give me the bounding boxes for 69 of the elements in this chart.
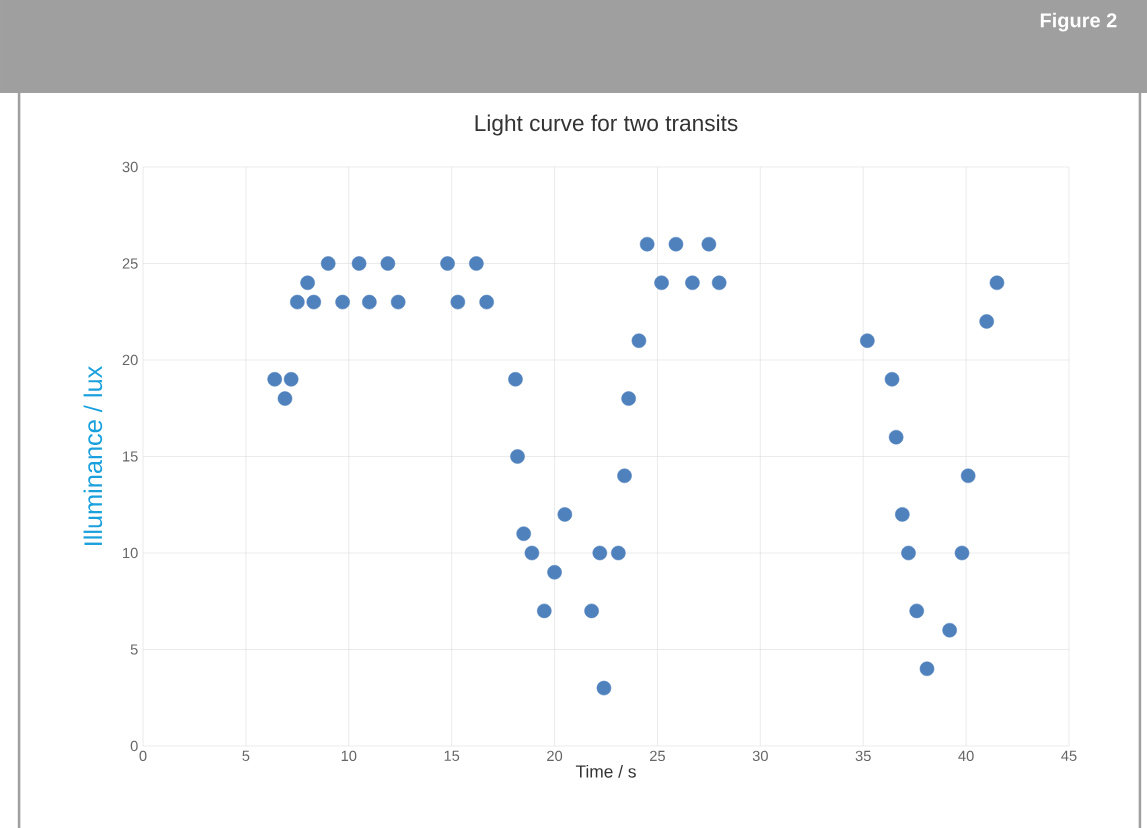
point xyxy=(711,275,727,291)
caption: Figure 2 xyxy=(1040,12,1117,32)
point xyxy=(510,449,525,464)
point xyxy=(479,294,494,310)
x-tick-label: 0 xyxy=(139,750,147,762)
point xyxy=(701,236,717,252)
y-tick-label: 15 xyxy=(123,451,138,462)
point xyxy=(283,372,299,387)
point xyxy=(592,545,608,561)
point xyxy=(639,236,655,252)
point xyxy=(960,468,976,484)
x-tick-label: 40 xyxy=(958,750,974,762)
x-tick-label: 45 xyxy=(1061,750,1077,761)
point xyxy=(954,545,970,561)
point xyxy=(335,294,350,310)
point xyxy=(888,429,904,445)
point xyxy=(685,275,700,291)
point xyxy=(584,603,599,619)
point xyxy=(979,314,994,329)
point xyxy=(390,294,406,310)
point xyxy=(300,275,315,291)
x-tick-label: 35 xyxy=(855,750,871,762)
point xyxy=(631,333,647,348)
y-axis-title: Illuminance / lux xyxy=(83,366,103,545)
x-tick-label: 5 xyxy=(242,750,250,761)
chart-title: Light curve for two transits xyxy=(475,114,738,136)
x-tick-label: 25 xyxy=(650,750,665,762)
point xyxy=(884,372,900,387)
point xyxy=(596,680,612,696)
point xyxy=(306,294,322,310)
point xyxy=(267,372,282,387)
y-tick-label: 5 xyxy=(130,644,138,655)
y-tick-label: 20 xyxy=(122,354,138,366)
point xyxy=(654,275,669,291)
x-tick-label: 30 xyxy=(752,750,768,762)
point xyxy=(450,294,466,310)
point xyxy=(547,565,562,580)
point xyxy=(351,256,367,271)
point xyxy=(557,507,573,522)
point xyxy=(516,526,531,541)
point xyxy=(611,545,626,561)
x-axis-title: Time / s xyxy=(575,764,636,778)
point xyxy=(860,333,875,348)
x-tick-label: 15 xyxy=(444,750,460,761)
point xyxy=(290,294,305,310)
point xyxy=(537,603,552,619)
x-tick-label: 20 xyxy=(547,750,563,762)
point xyxy=(362,294,377,310)
point xyxy=(440,256,455,271)
point xyxy=(380,256,396,271)
point xyxy=(617,468,632,484)
point xyxy=(901,545,916,561)
point xyxy=(919,661,935,677)
x-tick-label: 10 xyxy=(341,750,357,762)
y-tick-label: 0 xyxy=(130,740,138,752)
point xyxy=(942,622,957,638)
y-tick-label: 25 xyxy=(122,258,138,269)
point xyxy=(989,275,1005,291)
point xyxy=(668,236,684,252)
y-tick-label: 30 xyxy=(122,161,138,173)
y-tick-label: 10 xyxy=(123,547,138,559)
point xyxy=(469,256,484,271)
point xyxy=(320,256,336,271)
point xyxy=(895,507,910,522)
point xyxy=(524,545,540,561)
point xyxy=(909,603,924,619)
point xyxy=(508,372,523,387)
point xyxy=(621,391,636,406)
point xyxy=(277,391,293,406)
